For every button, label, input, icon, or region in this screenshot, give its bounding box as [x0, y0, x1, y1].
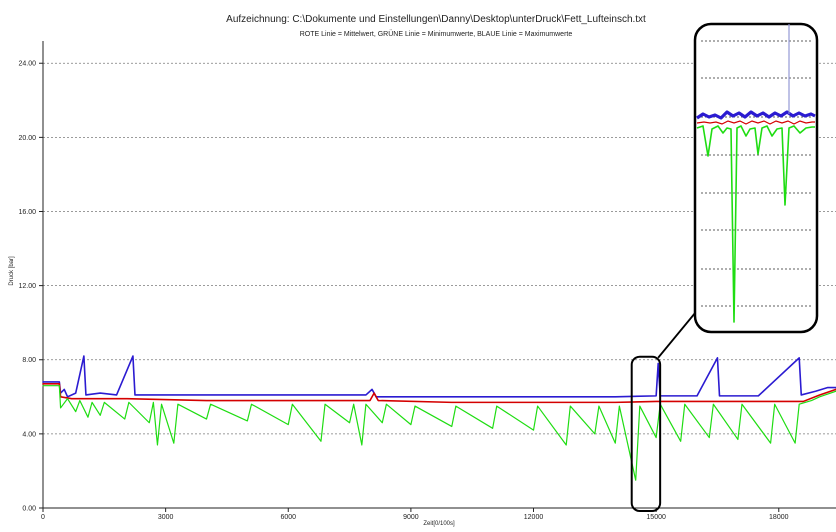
chart-subtitle: ROTE Linie = Mittelwert, GRÜNE Linie = M… [300, 30, 573, 38]
x-tick-label-3: 9000 [403, 514, 419, 521]
series-line-0 [42, 355, 836, 398]
zoom-source-box [630, 355, 662, 512]
x-axis-label: Zeit[0/100s] [423, 521, 455, 527]
x-tick-label-1: 3000 [158, 514, 174, 521]
y-tick-label-0: 0.00 [22, 506, 36, 513]
y-tick-label-4: 16.00 [18, 209, 36, 216]
annotation-layer [630, 22, 819, 512]
x-tick-label-4: 12000 [524, 514, 544, 521]
y-tick-label-3: 12.00 [18, 283, 36, 290]
inset-mean-line [696, 120, 815, 125]
grid-layer [43, 62, 836, 435]
x-tick-label-5: 15000 [646, 514, 666, 521]
y-tick-label-6: 24.00 [18, 61, 36, 68]
inset-max-line [696, 110, 816, 120]
series-layer [42, 355, 836, 481]
zoom-connector-line [657, 306, 701, 359]
x-tick-label-6: 18000 [769, 514, 789, 521]
y-tick-label-1: 4.00 [22, 431, 36, 438]
series-line-1 [42, 383, 836, 404]
inset-min-line [696, 125, 815, 323]
x-tick-label-0: 0 [41, 514, 45, 521]
y-axis-label: Druck [bar] [9, 256, 15, 286]
series-line-2 [42, 385, 836, 481]
zoom-inset-box [693, 22, 819, 334]
x-tick-label-2: 6000 [280, 514, 296, 521]
y-tick-label-2: 8.00 [22, 357, 36, 364]
chart-title: Aufzeichnung: C:\Dokumente und Einstellu… [226, 14, 646, 25]
y-tick-label-5: 20.00 [18, 135, 36, 142]
axis-layer: 0.00 4.00 8.00 12.00 16.00 20.00 24.00 0 3000 600… [18, 41, 836, 521]
